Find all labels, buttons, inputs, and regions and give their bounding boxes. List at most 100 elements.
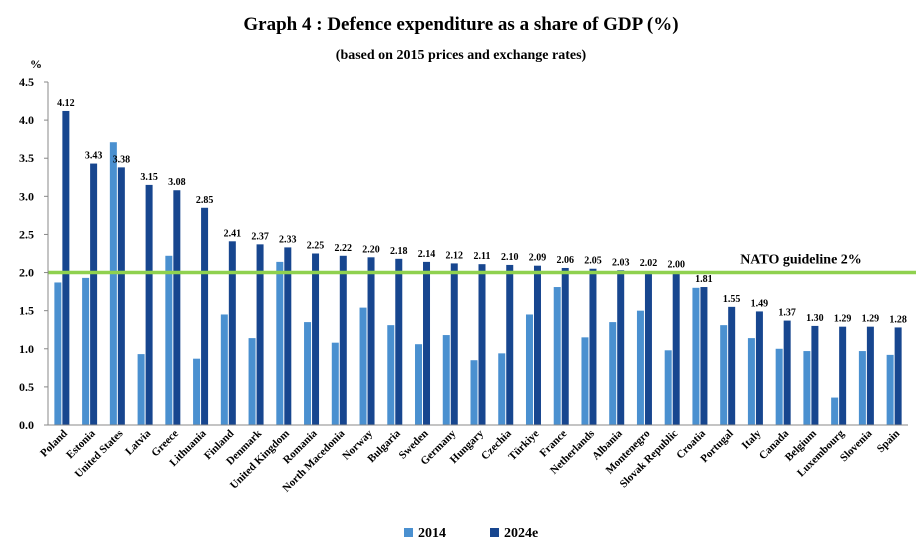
data-label-2024e: 2.09 (529, 253, 547, 264)
data-label-2024e: 1.29 (834, 314, 852, 325)
bar-2014 (137, 354, 145, 425)
y-tick-label: 2.5 (19, 227, 34, 241)
bar-2024e (811, 325, 819, 425)
bar-2024e (423, 261, 431, 425)
bar-2014 (692, 287, 700, 425)
bar-2024e (284, 247, 292, 425)
data-label-2024e: 2.18 (390, 246, 408, 257)
bar-2014 (54, 282, 62, 425)
legend: 2014 2024e (404, 526, 538, 541)
bar-2024e (755, 311, 763, 425)
bar-2024e (533, 265, 541, 425)
bar-2014 (387, 325, 395, 425)
data-label-2024e: 2.14 (418, 249, 436, 260)
bar-2014 (636, 310, 644, 425)
bar-2014 (109, 142, 117, 425)
bar-2014 (609, 322, 617, 425)
data-label-2024e: 1.30 (806, 313, 824, 324)
y-axis-ticks: 0.0 0.5 1.0 1.5 2.0 2.5 3.0 3.5 4.0 4.5 (19, 75, 48, 432)
chart-title: Graph 4 : Defence expenditure as a share… (243, 14, 678, 35)
bar-2024e (450, 263, 458, 425)
bars-group (54, 110, 902, 425)
data-label-2024e: 2.41 (224, 228, 242, 239)
bar-2014 (359, 307, 367, 425)
bar-2024e (866, 326, 874, 425)
category-label: Türkiye (506, 428, 541, 463)
nato-guideline: NATO guideline 2% (48, 253, 916, 275)
category-label: Italy (739, 427, 763, 451)
bar-2014 (747, 338, 755, 425)
data-label-2024e: 2.12 (446, 250, 464, 261)
legend-swatch-2024e (490, 528, 499, 537)
data-label-2024e: 2.10 (501, 252, 519, 263)
data-label-2024e: 1.81 (695, 274, 713, 285)
y-tick-label: 4.0 (19, 113, 34, 127)
bar-2024e (672, 272, 680, 425)
bar-2024e (894, 327, 902, 425)
y-tick-label: 0.5 (19, 380, 34, 394)
bar-2024e (478, 264, 486, 425)
y-tick-label: 1.5 (19, 304, 34, 318)
bar-2024e (728, 306, 736, 425)
category-label: Latvia (123, 427, 153, 457)
bar-2024e (644, 271, 652, 425)
bar-2024e (173, 190, 181, 425)
bar-2024e (506, 264, 514, 425)
y-tick-label: 4.5 (19, 75, 34, 89)
data-label-2024e: 2.00 (667, 260, 685, 271)
data-label-2024e: 3.15 (140, 172, 158, 183)
data-label-2024e: 2.22 (335, 243, 353, 254)
y-tick-label: 1.0 (19, 342, 34, 356)
bar-2024e (145, 184, 153, 425)
data-label-2024e: 2.05 (584, 256, 602, 267)
chart-subtitle: (based on 2015 prices and exchange rates… (336, 48, 587, 63)
bar-2024e (395, 258, 403, 425)
bar-2014 (82, 277, 90, 425)
bar-2014 (220, 314, 228, 425)
bar-2014 (553, 287, 561, 425)
bar-2024e (561, 267, 569, 425)
data-label-2024e: 2.11 (474, 251, 491, 262)
data-label-2024e: 2.25 (307, 241, 325, 252)
y-tick-label: 0.0 (19, 418, 34, 432)
bar-2024e (339, 255, 347, 425)
data-label-2024e: 3.08 (168, 177, 186, 188)
data-label-2024e: 2.37 (251, 231, 269, 242)
bar-2014 (193, 358, 201, 425)
bar-2014 (831, 397, 839, 425)
bar-2014 (664, 350, 672, 425)
data-label-2024e: 2.85 (196, 195, 214, 206)
bar-2014 (331, 342, 339, 425)
bar-2014 (858, 351, 866, 425)
bar-2014 (165, 255, 173, 425)
bar-2024e (228, 241, 236, 425)
data-label-2024e: 1.28 (889, 314, 907, 325)
y-tick-label: 2.0 (19, 266, 34, 280)
bar-2024e (256, 244, 264, 425)
data-label-2024e: 2.02 (640, 258, 658, 269)
bar-2014 (276, 261, 284, 425)
nato-guideline-label: NATO guideline 2% (740, 253, 862, 268)
bar-2024e (62, 110, 70, 425)
bar-2014 (886, 354, 894, 425)
bar-2024e (201, 207, 209, 425)
y-axis-unit-label: % (30, 57, 42, 71)
bar-2014 (442, 335, 450, 425)
bar-2024e (617, 270, 625, 425)
bar-2014 (775, 348, 783, 425)
data-label-2024e: 2.03 (612, 257, 630, 268)
bar-2024e (783, 320, 791, 425)
bar-2014 (415, 344, 423, 425)
data-labels-group: 4.12 3.43 3.38 3.15 3.08 2.85 2.41 2.37 2.33 2.25… (57, 98, 907, 325)
data-label-2024e: 1.37 (778, 308, 796, 319)
bar-2024e (367, 257, 375, 425)
bar-2024e (90, 163, 98, 425)
data-label-2024e: 3.38 (113, 154, 131, 165)
data-label-2024e: 2.06 (556, 255, 574, 266)
bar-2024e (117, 167, 125, 425)
data-label-2024e: 1.29 (862, 314, 880, 325)
y-tick-label: 3.0 (19, 189, 34, 203)
data-label-2024e: 2.33 (279, 234, 297, 245)
